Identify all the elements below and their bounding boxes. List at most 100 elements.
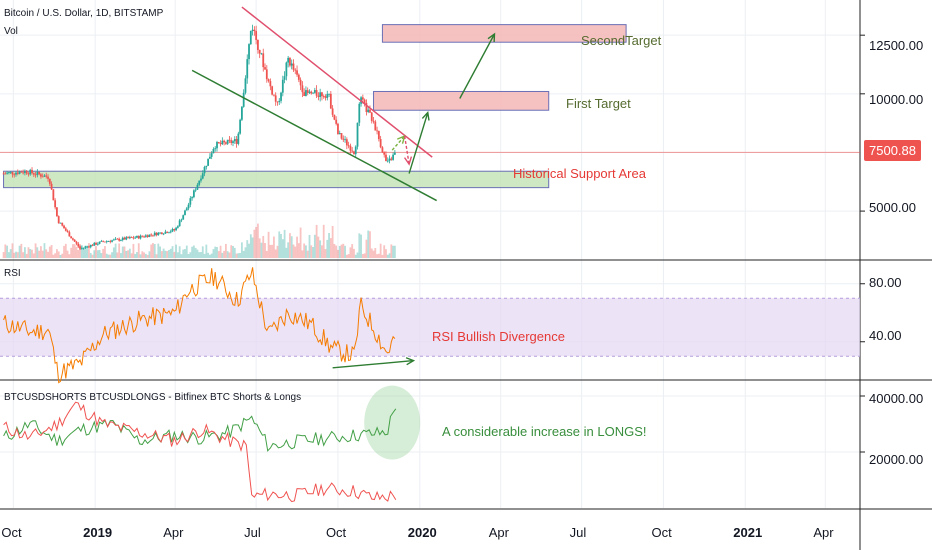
volume-bar — [351, 244, 354, 258]
candle-body — [328, 93, 330, 95]
time-axis-label: Jul — [569, 525, 587, 540]
candle-body — [358, 103, 361, 123]
volume-bar — [388, 253, 391, 258]
candle-body — [64, 228, 67, 231]
candle-body — [180, 219, 183, 221]
volume-bar — [57, 251, 60, 258]
volume-bar — [63, 245, 65, 258]
volume-bar — [239, 253, 242, 258]
candle-body — [121, 237, 124, 240]
candle-body — [160, 232, 163, 235]
volume-bar — [385, 249, 387, 258]
candle-body — [100, 240, 103, 242]
candle-body — [207, 158, 210, 166]
candle-body — [18, 171, 21, 174]
candle-body — [198, 180, 201, 185]
time-axis-label: Apr — [163, 525, 184, 540]
volume-bar — [360, 234, 362, 258]
volume-bar — [353, 248, 355, 258]
candle-body — [169, 231, 172, 233]
volume-bar — [56, 249, 58, 258]
volume-bar — [289, 233, 291, 258]
volume-bar — [107, 254, 110, 258]
candle-body — [95, 242, 97, 245]
volume-bar — [31, 249, 33, 258]
candle-body — [260, 53, 263, 55]
candle-body — [374, 121, 377, 131]
volume-bar — [297, 243, 300, 258]
volume-bar — [43, 243, 46, 258]
candle-body — [82, 247, 85, 249]
volume-bar — [207, 252, 210, 258]
candle-body — [301, 85, 304, 93]
time-axis-label: Oct — [325, 525, 347, 540]
volume-bar — [235, 253, 238, 258]
volume-bar — [80, 245, 83, 258]
candle-body — [123, 237, 126, 240]
volume-bar — [335, 245, 338, 258]
volume-bar — [257, 223, 259, 258]
candle-body — [130, 237, 133, 238]
candle-body — [303, 92, 306, 96]
symbol-title: Bitcoin / U.S. Dollar, 1D, BITSTAMP — [4, 8, 164, 19]
volume-bar — [290, 236, 293, 258]
candle-body — [289, 57, 291, 66]
volume-bar — [276, 245, 279, 258]
volume-bar — [146, 254, 149, 258]
support-trendline — [191, 69, 438, 202]
volume-bar — [265, 250, 268, 258]
volume-bar — [242, 250, 245, 258]
time-axis-label: Oct — [651, 525, 672, 540]
volume-bar — [139, 254, 142, 258]
volume-bar — [386, 254, 389, 258]
rsi-tick-label: 40.00 — [869, 328, 902, 343]
candle-body — [27, 173, 30, 175]
volume-bar — [111, 252, 113, 258]
candle-body — [29, 169, 32, 175]
candle-body — [344, 139, 346, 141]
candle-body — [7, 172, 10, 173]
rsi-divergence-line — [332, 359, 414, 369]
volume-bar — [15, 251, 17, 258]
candle-body — [361, 97, 364, 100]
volume-bar — [219, 245, 222, 258]
volume-bar — [128, 248, 131, 258]
volume-bar — [29, 249, 32, 258]
minor-arrow-down-head — [403, 156, 413, 166]
candle-body — [321, 92, 323, 97]
candle-body — [41, 176, 44, 178]
candle-body — [98, 241, 101, 244]
last-price-tag: 7500.88 — [864, 140, 921, 161]
volume-bar — [160, 251, 163, 258]
candle-body — [66, 230, 69, 233]
time-axis-label: Apr — [813, 525, 834, 540]
second-target-label: SecondTarget — [581, 33, 662, 48]
candle-body — [127, 237, 129, 239]
volume-bar — [153, 244, 156, 258]
volume-bar — [249, 234, 252, 258]
candle-body — [4, 173, 7, 175]
volume-bar — [123, 246, 126, 258]
rsi-pane-title: RSI — [4, 268, 21, 279]
candle-body — [205, 165, 208, 168]
volume-bar — [61, 253, 64, 258]
volume-bar — [312, 247, 314, 258]
volume-bar — [370, 248, 373, 258]
candle-body — [118, 238, 121, 241]
volume-bar — [315, 224, 318, 258]
volume-bar — [345, 254, 348, 258]
candle-body — [89, 244, 92, 248]
candle-body — [226, 139, 229, 144]
volume-bar — [136, 252, 138, 258]
first-target-label: First Target — [566, 96, 631, 111]
candle-body — [73, 239, 76, 242]
volume-bar — [349, 247, 352, 258]
candle-body — [153, 232, 156, 236]
volume-bar — [89, 252, 92, 258]
volume-bar — [201, 246, 204, 258]
candle-body — [271, 86, 274, 95]
candle-body — [63, 225, 65, 229]
candle-body — [228, 139, 231, 141]
candle-body — [137, 235, 140, 239]
